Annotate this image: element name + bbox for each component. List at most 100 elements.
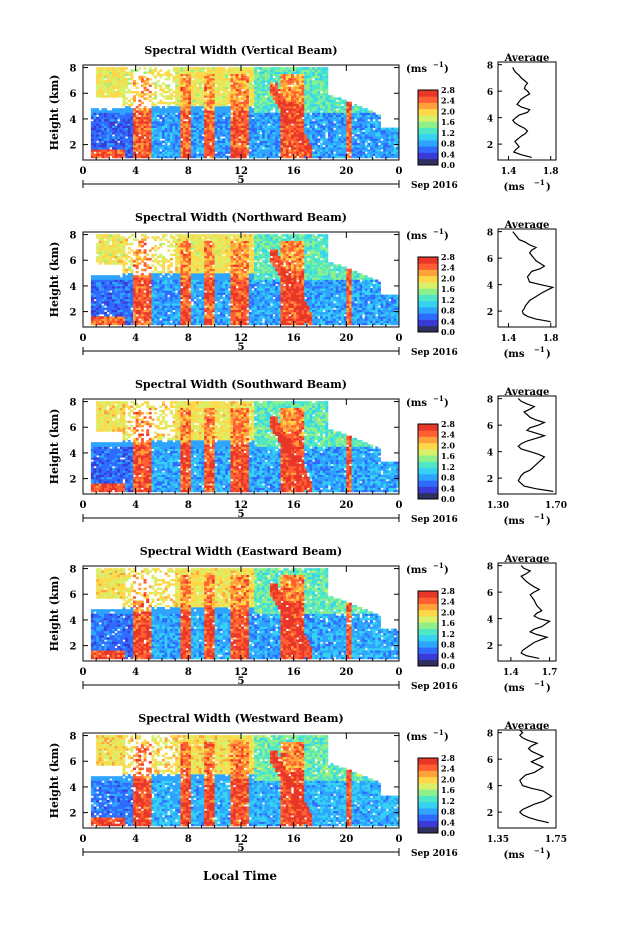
heatmap-cell [254, 97, 258, 100]
heatmap-cell [125, 253, 129, 257]
heatmap-cell [143, 242, 147, 246]
heatmap-cell [362, 131, 366, 135]
heatmap-cell [140, 285, 144, 289]
heatmap-cell [98, 236, 102, 239]
heatmap-cell [111, 242, 115, 246]
heatmap-cell [185, 134, 189, 137]
heatmap-cell [333, 106, 337, 109]
heatmap-cell [348, 112, 352, 116]
heatmap-cell [122, 275, 126, 278]
heatmap-cell [185, 149, 189, 152]
heatmap-cell [256, 125, 260, 128]
heatmap-cell [106, 285, 110, 289]
heatmap-cell [154, 275, 158, 278]
heatmap-cell [233, 93, 237, 96]
heatmap-cell [343, 123, 347, 126]
heatmap-cell [156, 292, 160, 295]
heatmap-cell [341, 155, 345, 159]
heatmap-cell [177, 144, 181, 148]
heatmap-cell [233, 69, 237, 72]
heatmap-cell [393, 155, 397, 159]
heatmap-cell [298, 67, 302, 70]
heatmap-cell [143, 138, 147, 141]
heatmap-cell [96, 80, 100, 83]
heatmap-cell [130, 296, 134, 300]
heatmap-cell [138, 288, 142, 291]
heatmap-cell [185, 153, 189, 157]
heatmap-cell [291, 106, 295, 109]
heatmap-cell [222, 144, 226, 148]
heatmap-cell [111, 275, 115, 278]
heatmap-cell [306, 136, 310, 139]
heatmap-cell [348, 106, 352, 109]
heatmap-cell [219, 67, 223, 70]
heatmap-cell [288, 121, 292, 124]
heatmap-cell [348, 155, 352, 159]
heatmap-cell [254, 95, 258, 98]
heatmap-cell [162, 298, 165, 302]
heatmap-cell [288, 82, 292, 85]
heatmap-cell [254, 136, 258, 139]
heatmap-cell [98, 134, 102, 137]
heatmap-cell [106, 320, 110, 324]
heatmap-cell [246, 125, 250, 128]
heatmap-cell [243, 88, 247, 92]
heatmap-cell [306, 138, 310, 141]
heatmap-cell [309, 144, 313, 148]
heatmap-cell [275, 151, 279, 154]
heatmap-cell [267, 108, 271, 111]
heatmap-cell [117, 283, 121, 287]
heatmap-cell [96, 93, 100, 96]
heatmap-cell [172, 136, 176, 139]
heatmap-cell [167, 114, 171, 118]
heatmap-cell [114, 244, 118, 248]
heatmap-cell [241, 84, 244, 87]
heatmap-cell [143, 251, 147, 254]
heatmap-cell [217, 97, 221, 100]
heatmap-cell [140, 296, 144, 300]
heatmap-cell [119, 262, 123, 265]
heatmap-cell [101, 290, 105, 293]
heatmap-cell [109, 116, 113, 120]
heatmap-cell [169, 121, 173, 124]
heatmap-cell [383, 155, 387, 159]
heatmap-cell [106, 67, 110, 70]
heatmap-cell [117, 93, 121, 96]
heatmap-cell [254, 84, 258, 87]
heatmap-cell [101, 116, 105, 120]
heatmap-cell [243, 116, 247, 120]
heatmap-cell [235, 136, 239, 139]
heatmap-cell [325, 116, 329, 120]
heatmap-cell [320, 106, 323, 109]
heatmap-cell [254, 144, 258, 148]
heatmap-cell [175, 131, 179, 135]
heatmap-cell [156, 247, 160, 250]
heatmap-cell [104, 247, 108, 250]
heatmap-cell [356, 123, 360, 126]
heatmap-cell [227, 138, 231, 141]
heatmap-cell [291, 99, 295, 103]
heatmap-cell [393, 142, 397, 146]
heatmap-cell [364, 147, 368, 150]
heatmap-cell [343, 155, 347, 159]
heatmap-cell [125, 288, 129, 291]
heatmap-cell [301, 121, 305, 124]
heatmap-cell [159, 277, 163, 280]
heatmap-cell [259, 67, 263, 70]
heatmap-cell [327, 127, 331, 131]
heatmap-cell [119, 138, 123, 141]
heatmap-cell [104, 86, 108, 90]
heatmap-cell [164, 131, 168, 135]
heatmap-cell [162, 270, 165, 274]
heatmap-cell [138, 77, 142, 81]
heatmap-cell [225, 121, 229, 124]
heatmap-cell [159, 112, 163, 116]
heatmap-cell [204, 151, 208, 154]
heatmap-cell [285, 84, 289, 87]
heatmap-cell [119, 244, 123, 248]
heatmap-cell [98, 88, 102, 92]
heatmap-cell [201, 97, 205, 100]
heatmap-cell [385, 144, 389, 148]
heatmap-cell [356, 142, 360, 146]
x-tick-label: 12 [234, 166, 248, 177]
